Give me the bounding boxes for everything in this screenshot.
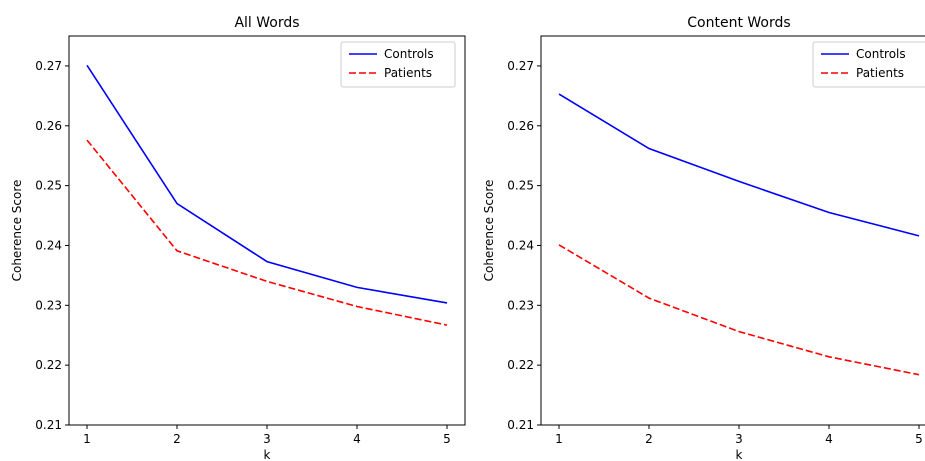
series-line-controls	[86, 64, 448, 304]
x-tick-label: 4	[353, 432, 361, 446]
y-tick-label: 0.24	[507, 238, 534, 252]
x-tick-label: 3	[735, 432, 743, 446]
plot-frame	[540, 35, 925, 426]
y-tick-label: 0.22	[507, 358, 534, 372]
x-tick-label: 1	[555, 432, 563, 446]
x-axis-label: k	[264, 448, 271, 461]
y-tick-label: 0.23	[35, 298, 62, 312]
y-tick-label: 0.25	[35, 179, 62, 193]
y-tick-label: 0.21	[507, 418, 534, 432]
chart-panel-1: All Words 0.21 0.22 0.23 0.24 0.25 0.26 0.27 1 2 3…	[10, 15, 466, 461]
x-tick-label: 1	[83, 432, 91, 446]
y-tick-label: 0.21	[35, 418, 62, 432]
series-line-controls	[558, 93, 920, 237]
y-tick-label: 0.27	[35, 59, 62, 73]
y-tick-label: 0.23	[507, 298, 534, 312]
x-tick-label: 5	[915, 432, 923, 446]
legend: Controls Patients	[340, 41, 456, 88]
y-axis-label: Coherence Score	[10, 180, 24, 282]
legend-label: Patients	[384, 66, 432, 80]
x-tick-label: 5	[443, 432, 451, 446]
x-tick-label: 3	[263, 432, 271, 446]
y-tick-label: 0.27	[507, 59, 534, 73]
legend-label: Controls	[384, 47, 434, 61]
legend-label: Patients	[856, 66, 904, 80]
y-axis-label: Coherence Score	[482, 180, 496, 282]
plot-frame	[68, 35, 466, 426]
chart-title: All Words	[234, 15, 299, 31]
chart-title: Content Words	[687, 15, 790, 31]
y-tick-label: 0.22	[35, 358, 62, 372]
x-axis-label: k	[736, 448, 743, 461]
legend: Controls Patients	[812, 41, 925, 88]
y-tick-label: 0.26	[507, 119, 534, 133]
x-tick-label: 2	[645, 432, 653, 446]
legend-label: Controls	[856, 47, 906, 61]
x-tick-label: 4	[825, 432, 833, 446]
series-group	[558, 93, 920, 376]
series-group	[86, 64, 448, 326]
y-tick-label: 0.26	[35, 119, 62, 133]
y-tick-label: 0.25	[507, 179, 534, 193]
x-tick-label: 2	[173, 432, 181, 446]
series-line-patients	[86, 139, 448, 326]
series-line-patients	[558, 244, 920, 376]
y-tick-label: 0.24	[35, 238, 62, 252]
chart-panel-2: Content Words 0.21 0.22 0.23 0.24 0.25 0.26 0.2…	[482, 15, 925, 461]
